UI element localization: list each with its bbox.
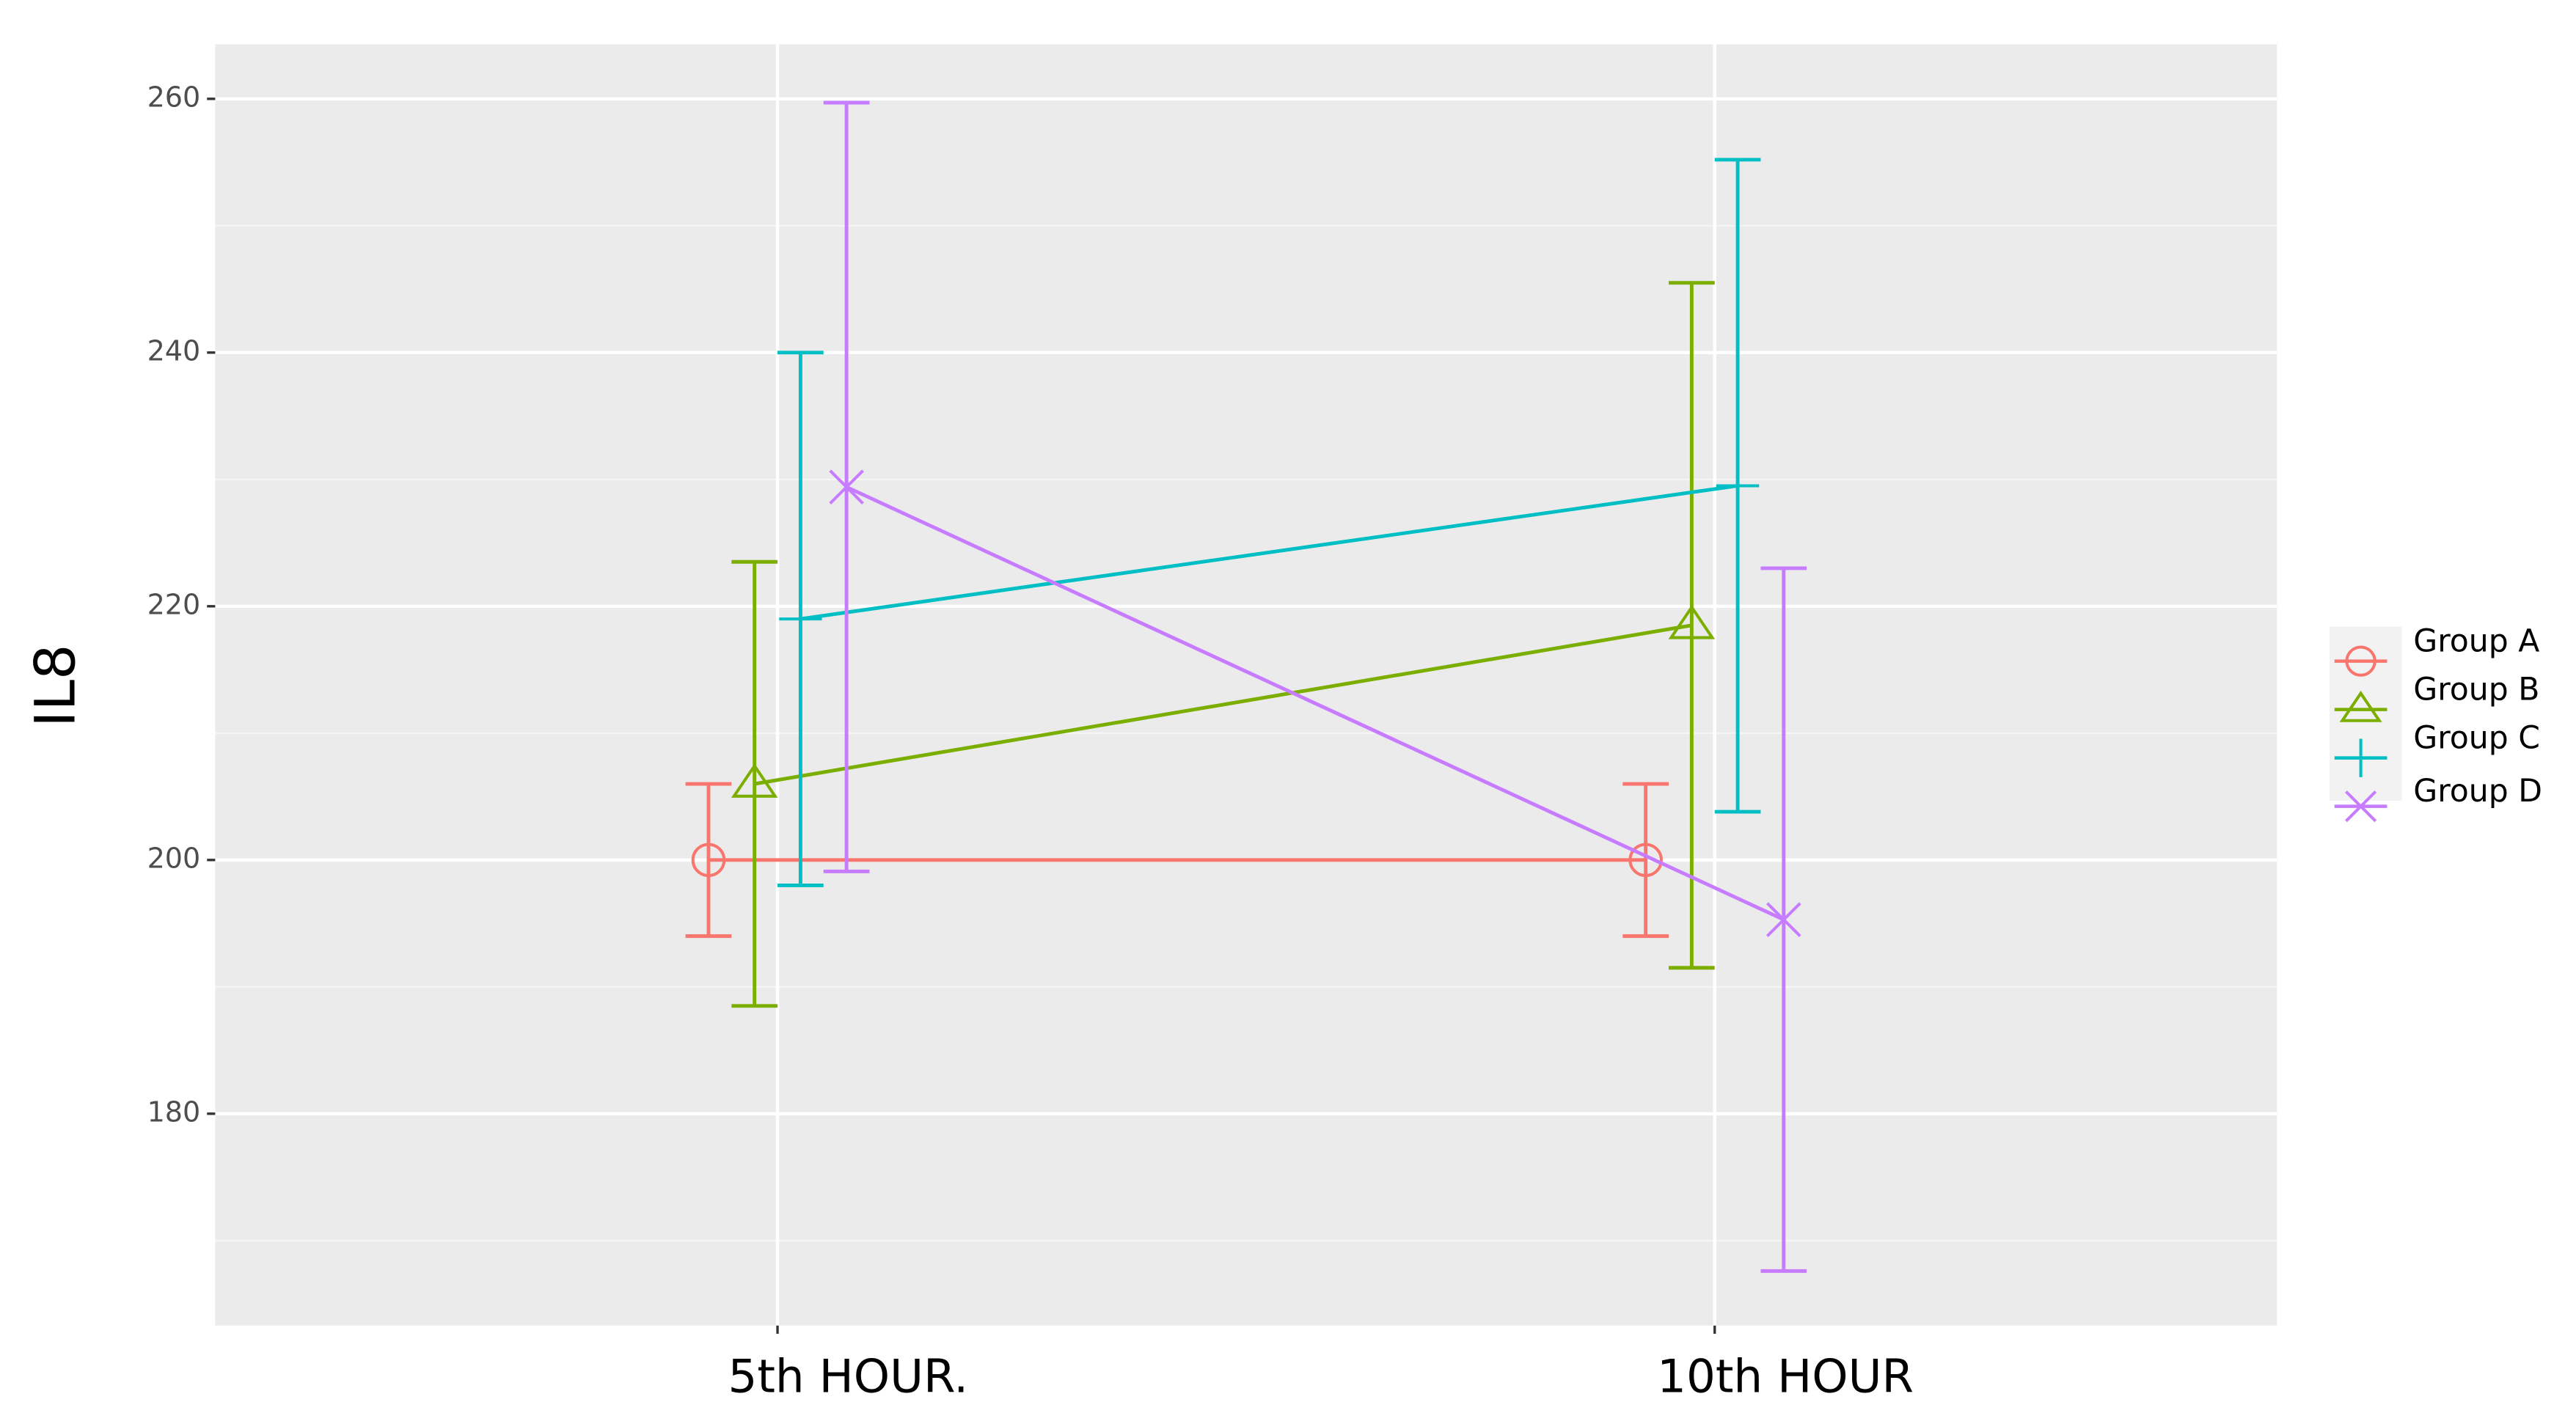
y-tick-label: 220 (147, 588, 201, 620)
error-bar (731, 559, 778, 1008)
legend-label: Group C (2413, 721, 2540, 757)
y-axis-label: IL8 (23, 645, 88, 727)
y-tick-label: 260 (147, 81, 201, 113)
y-tick-label: 180 (147, 1095, 201, 1128)
x-tick-label: 5th HOUR. (728, 1350, 968, 1403)
legend-key (2339, 690, 2382, 722)
point (1765, 902, 1801, 937)
legend-label: Group B (2413, 672, 2539, 708)
point (779, 598, 822, 641)
series-line (800, 484, 1738, 621)
point (1716, 464, 1760, 507)
legend-key (2345, 790, 2377, 823)
error-bar (1622, 782, 1669, 939)
error-bar (1669, 281, 1715, 970)
point (1668, 604, 1716, 639)
point (691, 843, 726, 878)
x-tick-label: 10th HOUR (1657, 1350, 1914, 1403)
y-tick-label: 240 (147, 334, 201, 367)
series-line (846, 485, 1785, 922)
series-line (754, 623, 1692, 786)
point (731, 763, 778, 798)
y-tick-label: 200 (147, 842, 201, 874)
panel-background (215, 44, 2277, 1326)
legend-key (2345, 645, 2376, 677)
legend-label: Group D (2413, 774, 2542, 810)
legend-key (2341, 738, 2380, 777)
point (1628, 843, 1663, 878)
error-bar (685, 782, 732, 939)
point (829, 469, 864, 504)
legend-label: Group A (2413, 624, 2539, 660)
legend-key-background (2330, 626, 2402, 801)
